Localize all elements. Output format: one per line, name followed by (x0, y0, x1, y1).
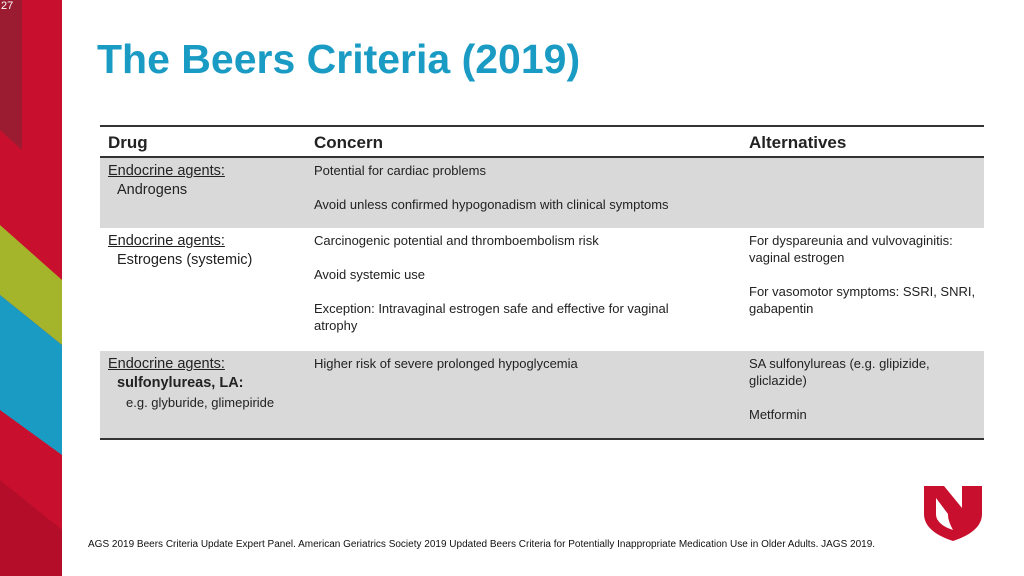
concern-text: Avoid unless confirmed hypogonadism with… (314, 197, 669, 212)
table-row: Endocrine agents: Estrogens (systemic) Car… (100, 228, 984, 351)
drug-cell: Endocrine agents: sulfonylureas, LA: e.g. … (108, 355, 308, 412)
concern-text: Exception: Intravaginal estrogen safe an… (314, 301, 669, 333)
table-bottom-border (100, 438, 984, 440)
header-cell: Drug (108, 133, 148, 152)
drug-subclass: Estrogens (systemic) (117, 252, 253, 268)
drug-category: Endocrine agents: (108, 233, 225, 249)
concern-text: Potential for cardiac problems (314, 163, 486, 178)
drug-category: Endocrine agents: (108, 163, 225, 179)
drug-subclass: Androgens (117, 182, 188, 198)
table-header: Drug Concern Alternatives (100, 127, 984, 158)
table-row: Endocrine agents: Androgens Potential for … (100, 158, 984, 228)
concern-text: Higher risk of severe prolonged hypoglyc… (314, 356, 578, 371)
drug-cell: Endocrine agents: Estrogens (systemic) (108, 232, 308, 270)
slide-number: 27 (1, 0, 14, 12)
alternatives-text: SA sulfonylureas (e.g. glipizide, glicla… (749, 356, 930, 388)
concern-cell: Carcinogenic potential and thromboemboli… (314, 232, 714, 351)
drug-subclass: sulfonylureas, LA: (117, 375, 244, 391)
table-row: Endocrine agents: sulfonylureas, LA: e.g. … (100, 351, 984, 438)
concern-text: Carcinogenic potential and thromboemboli… (314, 233, 599, 248)
header-cell: Concern (314, 133, 383, 152)
side-band (0, 0, 62, 576)
alternatives-text: For dyspareunia and vulvovaginitis: vagi… (749, 233, 953, 265)
header-cell: Alternatives (749, 133, 847, 152)
alternatives-text: Metformin (749, 407, 807, 422)
concern-cell: Potential for cardiac problems Avoid unle… (314, 162, 714, 230)
logo (924, 486, 982, 541)
concern-text: Avoid systemic use (314, 267, 426, 282)
table-body: Endocrine agents: Androgens Potential for … (100, 158, 984, 438)
alternatives-text: For vasomotor symptoms: SSRI, SNRI, gaba… (749, 284, 976, 316)
alternatives-cell: For dyspareunia and vulvovaginitis: vagi… (749, 232, 979, 334)
alternatives-cell: SA sulfonylureas (e.g. glipizide, glicla… (749, 355, 979, 440)
drug-category: Endocrine agents: (108, 356, 225, 372)
criteria-table: Drug Concern Alternatives Endocrine agen… (100, 125, 984, 440)
slide-title: The Beers Criteria (2019) (97, 36, 581, 82)
citation: AGS 2019 Beers Criteria Update Expert Pa… (88, 539, 876, 550)
drug-example: e.g. glyburide, glimepiride (126, 395, 275, 410)
concern-cell: Higher risk of severe prolonged hypoglyc… (314, 355, 714, 389)
drug-cell: Endocrine agents: Androgens (108, 162, 308, 200)
